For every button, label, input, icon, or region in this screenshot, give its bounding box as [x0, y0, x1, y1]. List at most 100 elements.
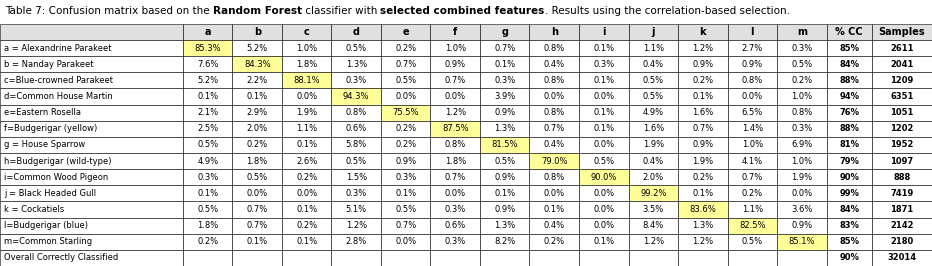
Text: 0.1%: 0.1%: [494, 189, 515, 198]
Text: 0.4%: 0.4%: [543, 140, 565, 149]
Text: 90%: 90%: [839, 173, 859, 182]
Bar: [678, 105, 728, 121]
Text: 82.5%: 82.5%: [739, 221, 765, 230]
Bar: [777, 250, 827, 266]
Text: 6.9%: 6.9%: [791, 140, 813, 149]
Text: 0.8%: 0.8%: [346, 108, 367, 117]
Text: 2142: 2142: [890, 221, 913, 230]
Text: 5.2%: 5.2%: [198, 76, 218, 85]
Bar: [282, 185, 332, 201]
Bar: [480, 121, 529, 137]
Text: 84%: 84%: [839, 205, 859, 214]
Bar: [232, 250, 282, 266]
Text: 0.2%: 0.2%: [395, 140, 417, 149]
Text: 0.1%: 0.1%: [593, 237, 614, 246]
Text: 3.9%: 3.9%: [494, 92, 515, 101]
Bar: [282, 137, 332, 153]
Bar: [678, 218, 728, 234]
Bar: [480, 72, 529, 89]
Text: 0.8%: 0.8%: [543, 173, 565, 182]
Text: 0.1%: 0.1%: [593, 76, 614, 85]
Bar: [871, 24, 932, 40]
Bar: [480, 89, 529, 105]
Text: 1.2%: 1.2%: [643, 237, 664, 246]
Bar: [480, 234, 529, 250]
Text: 1.8%: 1.8%: [445, 157, 466, 166]
Bar: [381, 218, 431, 234]
Bar: [871, 40, 932, 56]
Text: 0.5%: 0.5%: [643, 76, 664, 85]
Text: 3.6%: 3.6%: [791, 205, 813, 214]
Bar: [0, 89, 183, 105]
Text: 0.7%: 0.7%: [247, 221, 267, 230]
Bar: [728, 153, 777, 169]
Text: l=Budgerigar (blue): l=Budgerigar (blue): [4, 221, 88, 230]
Text: 0.0%: 0.0%: [791, 189, 813, 198]
Bar: [728, 72, 777, 89]
Bar: [282, 169, 332, 185]
Text: 1952: 1952: [890, 140, 913, 149]
Bar: [628, 24, 678, 40]
Text: 0.2%: 0.2%: [791, 76, 813, 85]
Text: 0.5%: 0.5%: [494, 157, 515, 166]
Text: a = Alexandrine Parakeet: a = Alexandrine Parakeet: [4, 44, 111, 53]
Bar: [480, 153, 529, 169]
Bar: [529, 105, 579, 121]
Bar: [628, 153, 678, 169]
Text: 0.4%: 0.4%: [543, 60, 565, 69]
Bar: [0, 218, 183, 234]
Bar: [381, 24, 431, 40]
Bar: [381, 250, 431, 266]
Bar: [728, 24, 777, 40]
Text: 5.8%: 5.8%: [346, 140, 367, 149]
Text: g = House Sparrow: g = House Sparrow: [4, 140, 85, 149]
Text: 81.5%: 81.5%: [491, 140, 518, 149]
Text: 0.3%: 0.3%: [593, 60, 614, 69]
Bar: [332, 72, 381, 89]
Text: k: k: [699, 27, 706, 37]
Bar: [728, 105, 777, 121]
Bar: [232, 89, 282, 105]
Bar: [678, 89, 728, 105]
Bar: [579, 40, 628, 56]
Text: 0.6%: 0.6%: [445, 221, 466, 230]
Text: 90%: 90%: [839, 253, 859, 263]
Bar: [529, 89, 579, 105]
Text: i: i: [602, 27, 606, 37]
Text: 6.5%: 6.5%: [742, 108, 763, 117]
Bar: [777, 137, 827, 153]
Bar: [777, 185, 827, 201]
Bar: [728, 250, 777, 266]
Text: 0.2%: 0.2%: [395, 44, 417, 53]
Bar: [579, 56, 628, 72]
Bar: [183, 201, 232, 218]
Text: 0.7%: 0.7%: [445, 76, 466, 85]
Text: 0.7%: 0.7%: [445, 173, 466, 182]
Bar: [431, 40, 480, 56]
Bar: [431, 72, 480, 89]
Bar: [431, 218, 480, 234]
Bar: [827, 89, 871, 105]
Bar: [183, 137, 232, 153]
Bar: [0, 201, 183, 218]
Bar: [232, 105, 282, 121]
Bar: [628, 137, 678, 153]
Text: j: j: [651, 27, 655, 37]
Bar: [480, 185, 529, 201]
Text: 0.8%: 0.8%: [543, 76, 565, 85]
Text: 888: 888: [893, 173, 911, 182]
Bar: [777, 169, 827, 185]
Bar: [381, 40, 431, 56]
Text: 4.9%: 4.9%: [198, 157, 218, 166]
Text: 88%: 88%: [839, 76, 859, 85]
Text: 85.1%: 85.1%: [788, 237, 815, 246]
Bar: [232, 169, 282, 185]
Bar: [827, 137, 871, 153]
Bar: [183, 40, 232, 56]
Text: m=Common Starling: m=Common Starling: [4, 237, 92, 246]
Bar: [728, 201, 777, 218]
Text: 0.1%: 0.1%: [593, 124, 614, 133]
Bar: [431, 24, 480, 40]
Text: Table 7: Confusion matrix based on the: Table 7: Confusion matrix based on the: [5, 6, 212, 16]
Bar: [0, 185, 183, 201]
